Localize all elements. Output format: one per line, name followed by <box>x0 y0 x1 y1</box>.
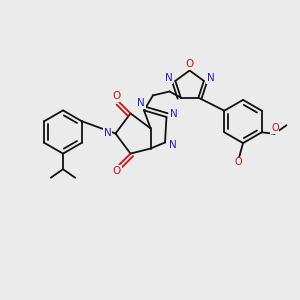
Text: N: N <box>169 140 176 150</box>
Text: O: O <box>112 166 121 176</box>
Text: O: O <box>235 157 243 167</box>
Text: N: N <box>104 128 112 138</box>
Text: N: N <box>137 98 145 109</box>
Text: O: O <box>185 59 194 69</box>
Text: O: O <box>112 91 121 101</box>
Text: N: N <box>170 109 178 119</box>
Text: N: N <box>207 74 214 83</box>
Text: N: N <box>165 74 172 83</box>
Text: O: O <box>271 123 279 133</box>
